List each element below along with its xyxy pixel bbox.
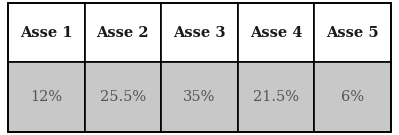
Text: 25.5%: 25.5% bbox=[100, 90, 146, 104]
Text: 12%: 12% bbox=[30, 90, 62, 104]
Text: Asse 1: Asse 1 bbox=[20, 26, 73, 40]
Bar bbox=[314, 3, 391, 62]
Bar bbox=[314, 62, 391, 132]
Text: 35%: 35% bbox=[183, 90, 216, 104]
Bar bbox=[8, 62, 85, 132]
Bar bbox=[238, 62, 314, 132]
Text: Asse 2: Asse 2 bbox=[97, 26, 149, 40]
Bar bbox=[85, 62, 161, 132]
Text: Asse 4: Asse 4 bbox=[250, 26, 302, 40]
Bar bbox=[161, 3, 238, 62]
Text: Asse 3: Asse 3 bbox=[173, 26, 226, 40]
Text: 21.5%: 21.5% bbox=[253, 90, 299, 104]
Bar bbox=[238, 3, 314, 62]
Text: 6%: 6% bbox=[341, 90, 364, 104]
Text: Asse 5: Asse 5 bbox=[326, 26, 379, 40]
Bar bbox=[161, 62, 238, 132]
Bar bbox=[8, 3, 85, 62]
Bar bbox=[85, 3, 161, 62]
